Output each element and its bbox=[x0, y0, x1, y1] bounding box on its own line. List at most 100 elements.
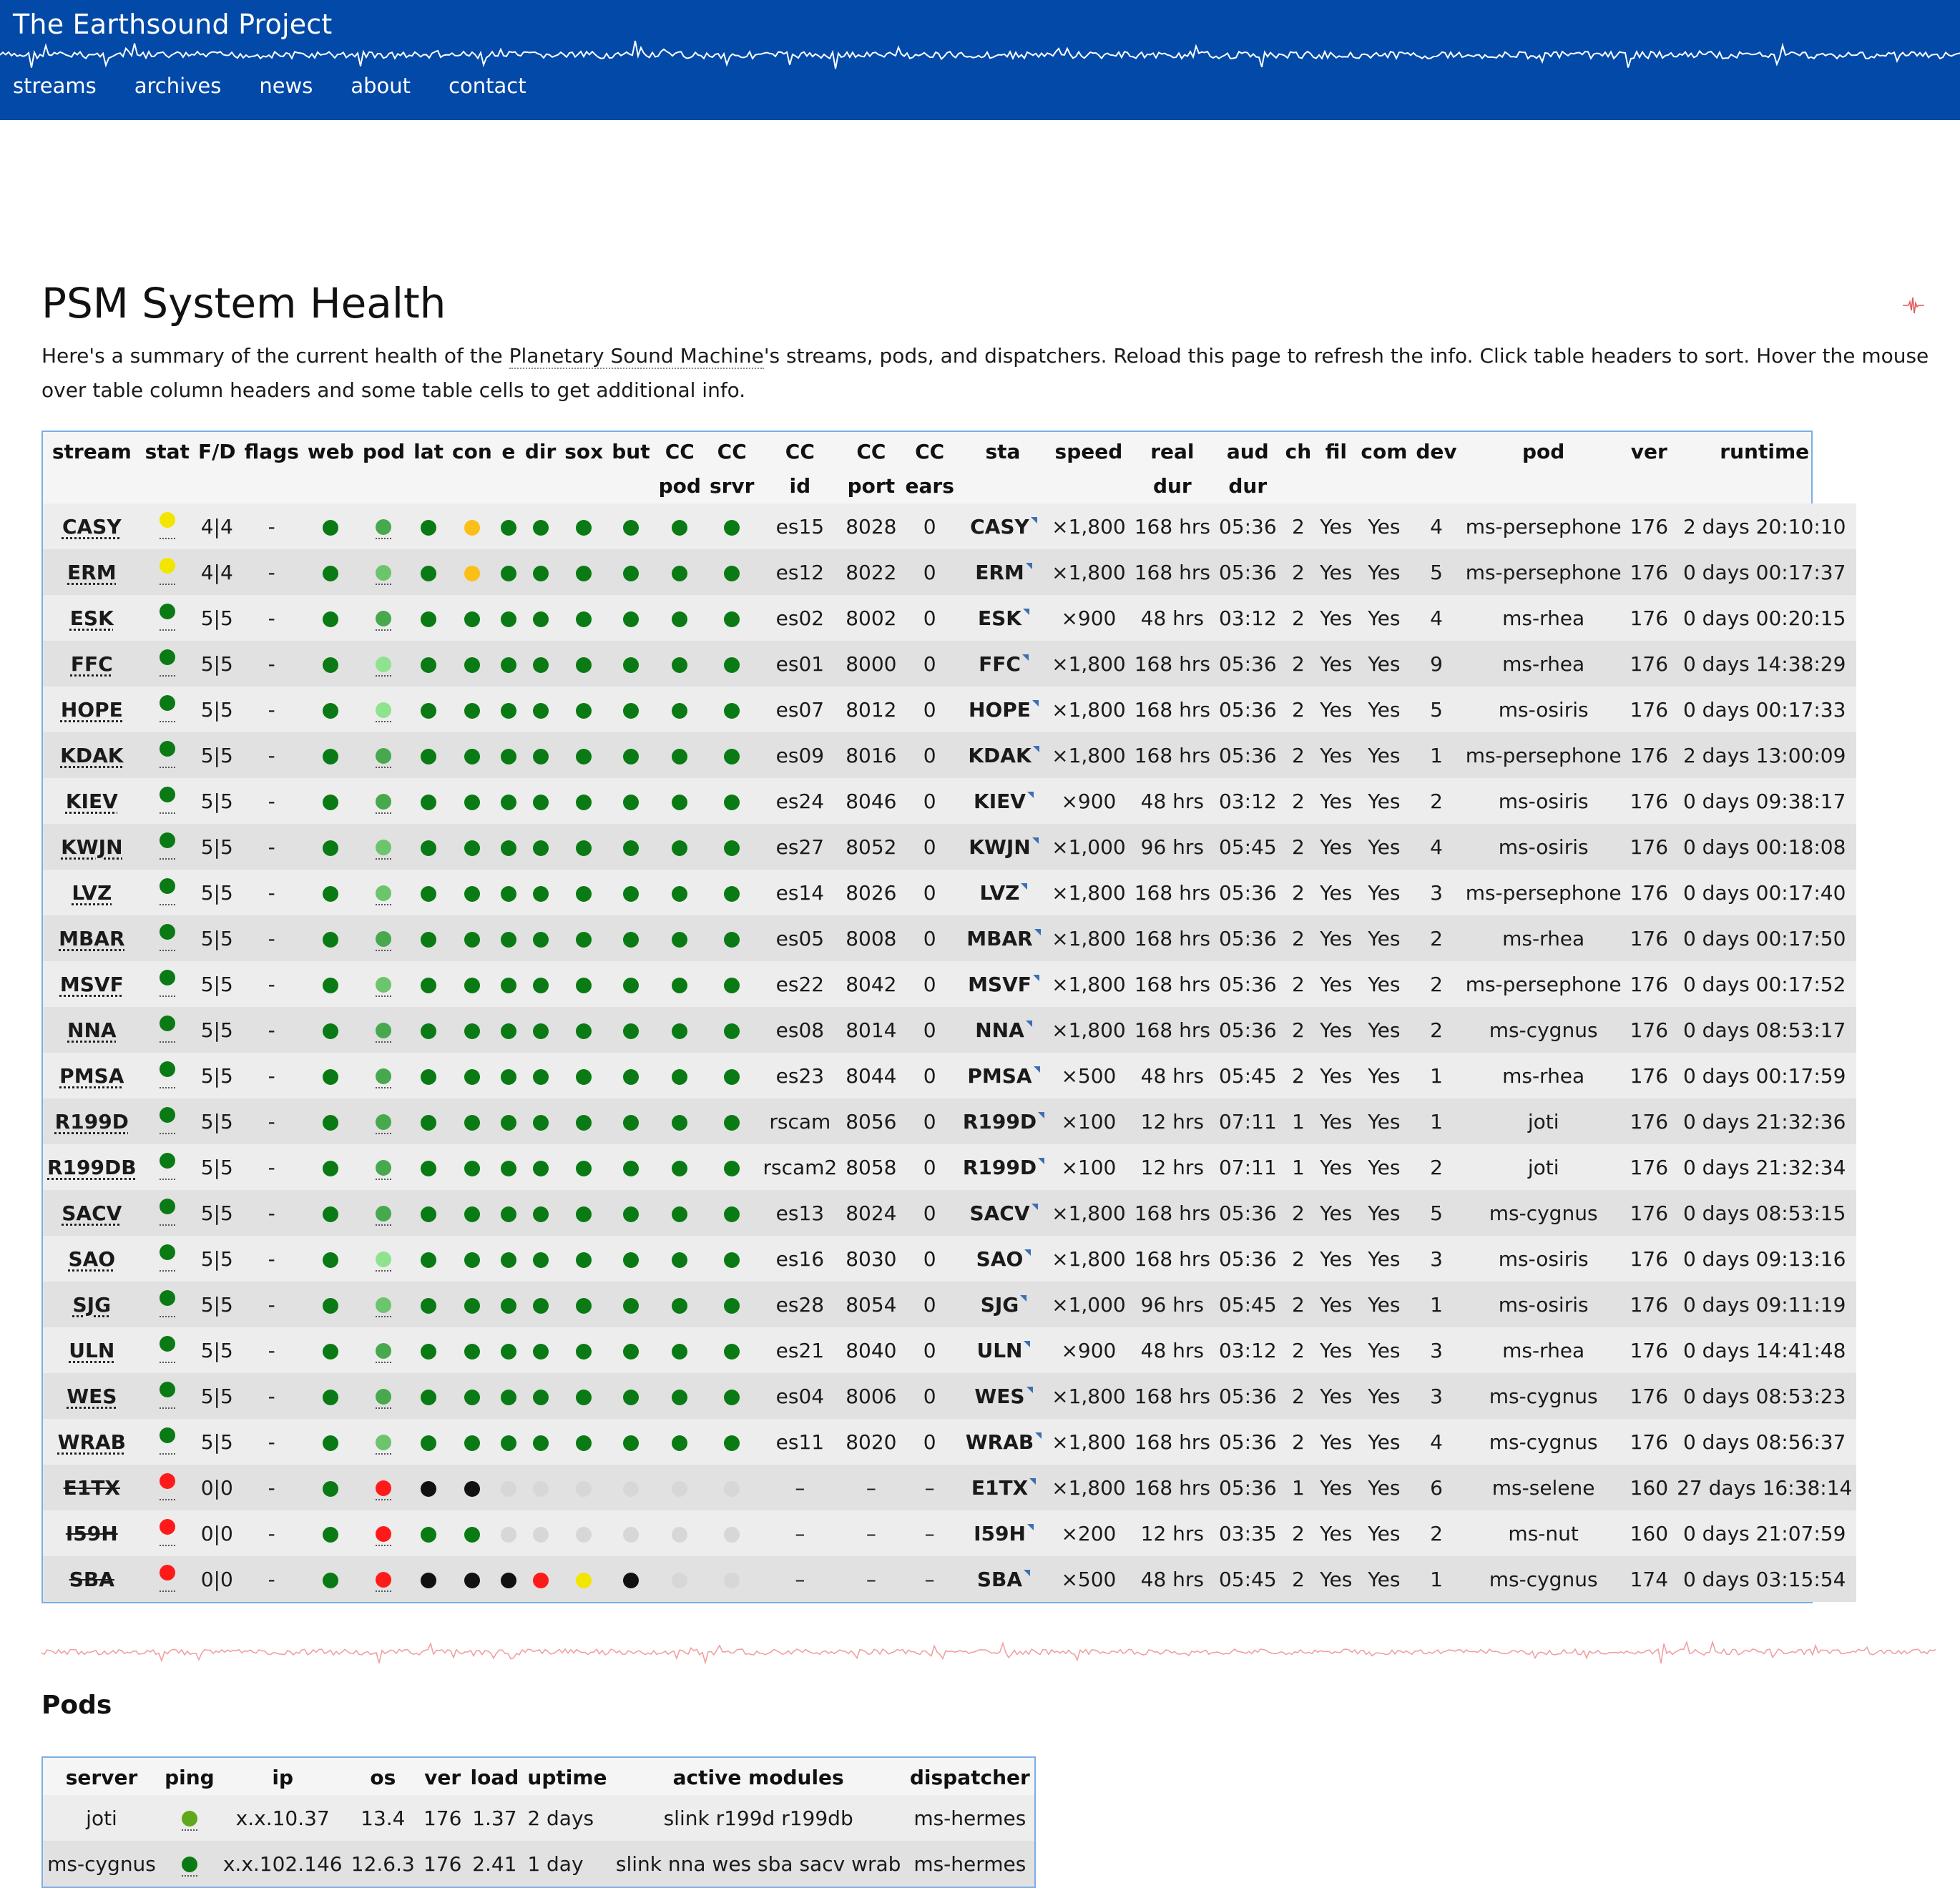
cc-srvr-cell[interactable] bbox=[705, 1510, 759, 1556]
stream-name[interactable]: MSVF bbox=[43, 961, 141, 1007]
sox-cell[interactable] bbox=[560, 778, 608, 824]
stream-name[interactable]: I59H bbox=[43, 1510, 141, 1556]
sox-cell[interactable] bbox=[560, 549, 608, 595]
e-cell[interactable] bbox=[496, 1282, 521, 1327]
lat-cell[interactable] bbox=[409, 1190, 449, 1236]
cc-pod-cell[interactable] bbox=[654, 1465, 705, 1510]
col-header-pod-name[interactable]: pod bbox=[1461, 432, 1626, 503]
col-header-stream[interactable]: stream bbox=[43, 432, 141, 503]
pod-cell[interactable] bbox=[358, 595, 410, 641]
sta-link[interactable]: R199D bbox=[958, 1144, 1048, 1190]
web-cell[interactable] bbox=[303, 687, 358, 732]
stream-name[interactable]: ESK bbox=[43, 595, 141, 641]
web-cell[interactable] bbox=[303, 1190, 358, 1236]
e-cell[interactable] bbox=[496, 1327, 521, 1373]
sox-cell[interactable] bbox=[560, 1373, 608, 1419]
sox-cell[interactable] bbox=[560, 870, 608, 915]
sox-cell[interactable] bbox=[560, 641, 608, 687]
sox-cell[interactable] bbox=[560, 1236, 608, 1282]
stat-cell[interactable] bbox=[140, 1007, 194, 1053]
pod-cell[interactable] bbox=[358, 1144, 410, 1190]
pod-cell[interactable] bbox=[358, 1190, 410, 1236]
but-cell[interactable] bbox=[607, 1465, 655, 1510]
sta-link[interactable]: PMSA bbox=[958, 1053, 1048, 1098]
sta-link[interactable]: SACV bbox=[958, 1190, 1048, 1236]
sox-cell[interactable] bbox=[560, 1465, 608, 1510]
web-cell[interactable] bbox=[303, 870, 358, 915]
col-header-fd[interactable]: F/D bbox=[194, 432, 240, 503]
stat-cell[interactable] bbox=[140, 1327, 194, 1373]
e-cell[interactable] bbox=[496, 1510, 521, 1556]
web-cell[interactable] bbox=[303, 503, 358, 549]
cc-srvr-cell[interactable] bbox=[705, 1419, 759, 1465]
cc-pod-cell[interactable] bbox=[654, 1190, 705, 1236]
e-cell[interactable] bbox=[496, 687, 521, 732]
stream-name[interactable]: SACV bbox=[43, 1190, 141, 1236]
but-cell[interactable] bbox=[607, 1144, 655, 1190]
pods-col-header-ping[interactable]: ping bbox=[165, 1766, 215, 1789]
lat-cell[interactable] bbox=[409, 870, 449, 915]
lat-cell[interactable] bbox=[409, 1327, 449, 1373]
sox-cell[interactable] bbox=[560, 961, 608, 1007]
sox-cell[interactable] bbox=[560, 915, 608, 961]
sta-link[interactable]: LVZ bbox=[958, 870, 1048, 915]
stat-cell[interactable] bbox=[140, 824, 194, 870]
con-cell[interactable] bbox=[448, 503, 496, 549]
web-cell[interactable] bbox=[303, 1053, 358, 1098]
sox-cell[interactable] bbox=[560, 1098, 608, 1144]
dir-cell[interactable] bbox=[520, 687, 561, 732]
lat-cell[interactable] bbox=[409, 595, 449, 641]
e-cell[interactable] bbox=[496, 641, 521, 687]
dir-cell[interactable] bbox=[520, 1510, 561, 1556]
but-cell[interactable] bbox=[607, 1190, 655, 1236]
cc-srvr-cell[interactable] bbox=[705, 1053, 759, 1098]
cc-srvr-cell[interactable] bbox=[705, 595, 759, 641]
stream-name[interactable]: HOPE bbox=[43, 687, 141, 732]
e-cell[interactable] bbox=[496, 1236, 521, 1282]
e-cell[interactable] bbox=[496, 870, 521, 915]
cc-srvr-cell[interactable] bbox=[705, 687, 759, 732]
web-cell[interactable] bbox=[303, 1465, 358, 1510]
sta-link[interactable]: R199D bbox=[958, 1098, 1048, 1144]
col-header-web[interactable]: web bbox=[303, 432, 358, 503]
con-cell[interactable] bbox=[448, 1144, 496, 1190]
stream-name[interactable]: KDAK bbox=[43, 732, 141, 778]
lat-cell[interactable] bbox=[409, 1465, 449, 1510]
cc-srvr-cell[interactable] bbox=[705, 732, 759, 778]
dir-cell[interactable] bbox=[520, 503, 561, 549]
cc-pod-cell[interactable] bbox=[654, 1373, 705, 1419]
sox-cell[interactable] bbox=[560, 595, 608, 641]
con-cell[interactable] bbox=[448, 641, 496, 687]
con-cell[interactable] bbox=[448, 961, 496, 1007]
stat-cell[interactable] bbox=[140, 503, 194, 549]
dir-cell[interactable] bbox=[520, 1556, 561, 1602]
stream-name[interactable]: SBA bbox=[43, 1556, 141, 1602]
cc-srvr-cell[interactable] bbox=[705, 778, 759, 824]
stream-name[interactable]: PMSA bbox=[43, 1053, 141, 1098]
but-cell[interactable] bbox=[607, 1556, 655, 1602]
sta-link[interactable]: MSVF bbox=[958, 961, 1048, 1007]
col-header-cc-ears[interactable]: CC ears bbox=[901, 432, 959, 503]
dir-cell[interactable] bbox=[520, 549, 561, 595]
sox-cell[interactable] bbox=[560, 503, 608, 549]
dir-cell[interactable] bbox=[520, 1098, 561, 1144]
nav-news[interactable]: news bbox=[259, 74, 313, 98]
lat-cell[interactable] bbox=[409, 961, 449, 1007]
e-cell[interactable] bbox=[496, 824, 521, 870]
web-cell[interactable] bbox=[303, 1144, 358, 1190]
site-title[interactable]: The Earthsound Project bbox=[13, 9, 333, 40]
lat-cell[interactable] bbox=[409, 549, 449, 595]
dir-cell[interactable] bbox=[520, 1236, 561, 1282]
stream-name[interactable]: KIEV bbox=[43, 778, 141, 824]
web-cell[interactable] bbox=[303, 961, 358, 1007]
pod-cell[interactable] bbox=[358, 503, 410, 549]
but-cell[interactable] bbox=[607, 1007, 655, 1053]
col-header-dev[interactable]: dev bbox=[1411, 432, 1461, 503]
con-cell[interactable] bbox=[448, 1327, 496, 1373]
stat-cell[interactable] bbox=[140, 595, 194, 641]
lat-cell[interactable] bbox=[409, 824, 449, 870]
but-cell[interactable] bbox=[607, 1510, 655, 1556]
con-cell[interactable] bbox=[448, 732, 496, 778]
stat-cell[interactable] bbox=[140, 1053, 194, 1098]
con-cell[interactable] bbox=[448, 778, 496, 824]
